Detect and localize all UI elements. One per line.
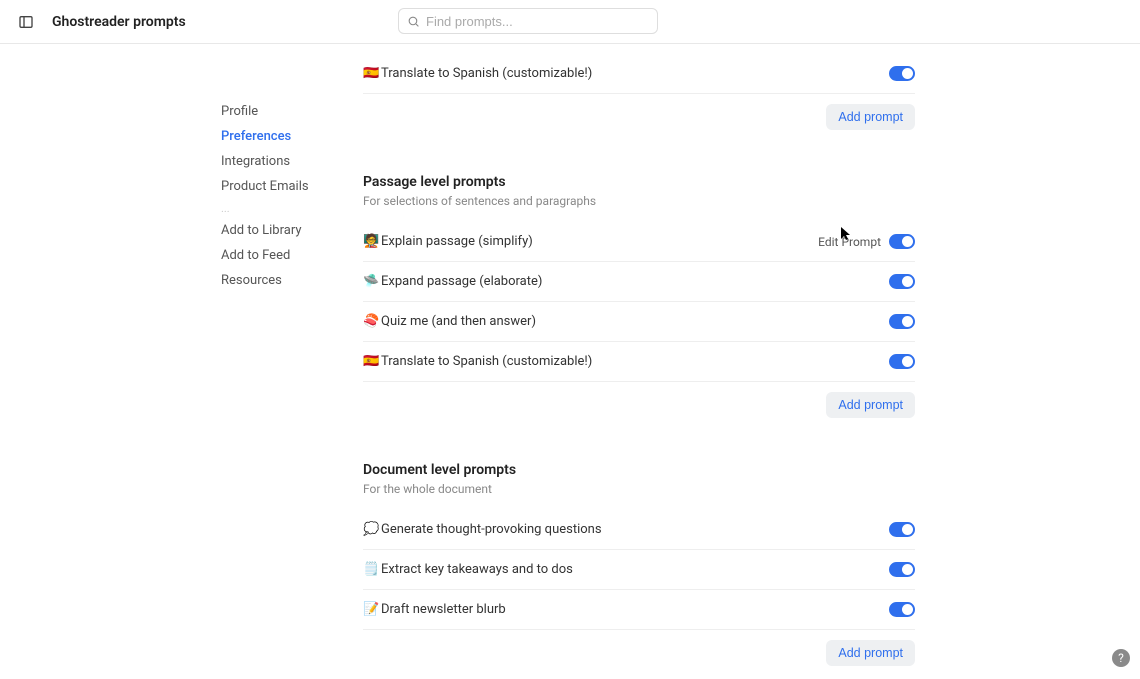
add-prompt-button[interactable]: Add prompt — [826, 104, 915, 130]
sidebar-item-add-to-library[interactable]: Add to Library — [221, 218, 363, 243]
prompt-label: Expand passage (elaborate) — [381, 274, 889, 289]
prompt-toggle[interactable] — [889, 602, 915, 617]
prompt-label: Quiz me (and then answer) — [381, 314, 889, 329]
prompt-emoji: 🧑‍🏫 — [363, 234, 381, 249]
prompt-row: 🧑‍🏫 Explain passage (simplify) Edit Prom… — [363, 222, 915, 262]
sidebar-item-add-to-feed[interactable]: Add to Feed — [221, 243, 363, 268]
sidebar-item-preferences[interactable]: Preferences — [221, 124, 363, 149]
add-prompt-button[interactable]: Add prompt — [826, 392, 915, 418]
prompt-toggle[interactable] — [889, 354, 915, 369]
prompt-emoji: 📝 — [363, 602, 381, 617]
section-subtitle: For selections of sentences and paragrap… — [363, 194, 915, 208]
prompt-label: Generate thought-provoking questions — [381, 522, 889, 537]
section-title: Document level prompts — [363, 462, 915, 478]
prompt-label: Translate to Spanish (customizable!) — [381, 66, 889, 81]
settings-sidebar: Profile Preferences Integrations Product… — [0, 44, 363, 679]
prompt-label: Draft newsletter blurb — [381, 602, 889, 617]
prompt-emoji: 🗒️ — [363, 562, 381, 577]
prompt-toggle[interactable] — [889, 562, 915, 577]
edit-prompt-link[interactable]: Edit Prompt — [818, 235, 881, 249]
prompt-toggle[interactable] — [889, 66, 915, 81]
prompt-row: 🍣 Quiz me (and then answer) — [363, 302, 915, 342]
sidebar-separator: ... — [221, 199, 363, 218]
sidebar-item-integrations[interactable]: Integrations — [221, 149, 363, 174]
section-passage: Passage level prompts For selections of … — [363, 174, 915, 418]
prompt-label: Extract key takeaways and to dos — [381, 562, 889, 577]
prompt-toggle[interactable] — [889, 274, 915, 289]
prompt-toggle[interactable] — [889, 522, 915, 537]
prompt-row: 💭 Generate thought-provoking questions — [363, 510, 915, 550]
search-input[interactable] — [426, 14, 649, 29]
section-document: Document level prompts For the whole doc… — [363, 462, 915, 666]
prompt-emoji: 🇪🇸 — [363, 66, 381, 81]
main-content: 🇪🇸 Translate to Spanish (customizable!) … — [363, 44, 1140, 679]
prompt-row: 🗒️ Extract key takeaways and to dos — [363, 550, 915, 590]
help-button[interactable]: ? — [1112, 649, 1130, 667]
prompt-emoji: 🍣 — [363, 314, 381, 329]
prompt-row: 📝 Draft newsletter blurb — [363, 590, 915, 630]
prompt-row: 🛸 Expand passage (elaborate) — [363, 262, 915, 302]
add-prompt-button[interactable]: Add prompt — [826, 640, 915, 666]
prompt-emoji: 🛸 — [363, 274, 381, 289]
top-bar: Ghostreader prompts — [0, 0, 1140, 44]
search-input-wrap[interactable] — [398, 8, 658, 34]
prompt-row: 🇪🇸 Translate to Spanish (customizable!) — [363, 54, 915, 94]
prompt-label: Explain passage (simplify) — [381, 234, 818, 249]
section-subtitle: For the whole document — [363, 482, 915, 496]
sidebar-item-resources[interactable]: Resources — [221, 268, 363, 293]
prompt-emoji: 🇪🇸 — [363, 354, 381, 369]
prompt-label: Translate to Spanish (customizable!) — [381, 354, 889, 369]
page-title: Ghostreader prompts — [52, 14, 186, 30]
prompt-row: 🇪🇸 Translate to Spanish (customizable!) — [363, 342, 915, 382]
section-title: Passage level prompts — [363, 174, 915, 190]
prompt-emoji: 💭 — [363, 522, 381, 537]
sidebar-toggle-icon[interactable] — [16, 12, 36, 32]
sidebar-item-product-emails[interactable]: Product Emails — [221, 174, 363, 199]
prompt-toggle[interactable] — [889, 314, 915, 329]
sidebar-item-profile[interactable]: Profile — [221, 99, 363, 124]
search-icon — [407, 15, 420, 28]
prompt-toggle[interactable] — [889, 234, 915, 249]
